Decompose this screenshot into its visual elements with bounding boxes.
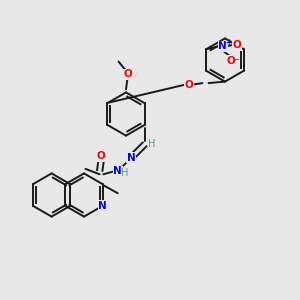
Text: +: + <box>225 38 231 47</box>
Text: N: N <box>218 41 227 51</box>
Text: O: O <box>233 40 242 50</box>
Text: −: − <box>232 55 240 65</box>
Text: H: H <box>148 139 155 149</box>
Text: O: O <box>227 56 236 66</box>
Text: N: N <box>98 201 107 211</box>
Text: O: O <box>97 151 106 161</box>
Text: N: N <box>127 153 136 163</box>
Text: O: O <box>123 69 132 80</box>
Text: N: N <box>113 166 122 176</box>
Text: H: H <box>121 168 128 178</box>
Text: O: O <box>184 80 194 90</box>
